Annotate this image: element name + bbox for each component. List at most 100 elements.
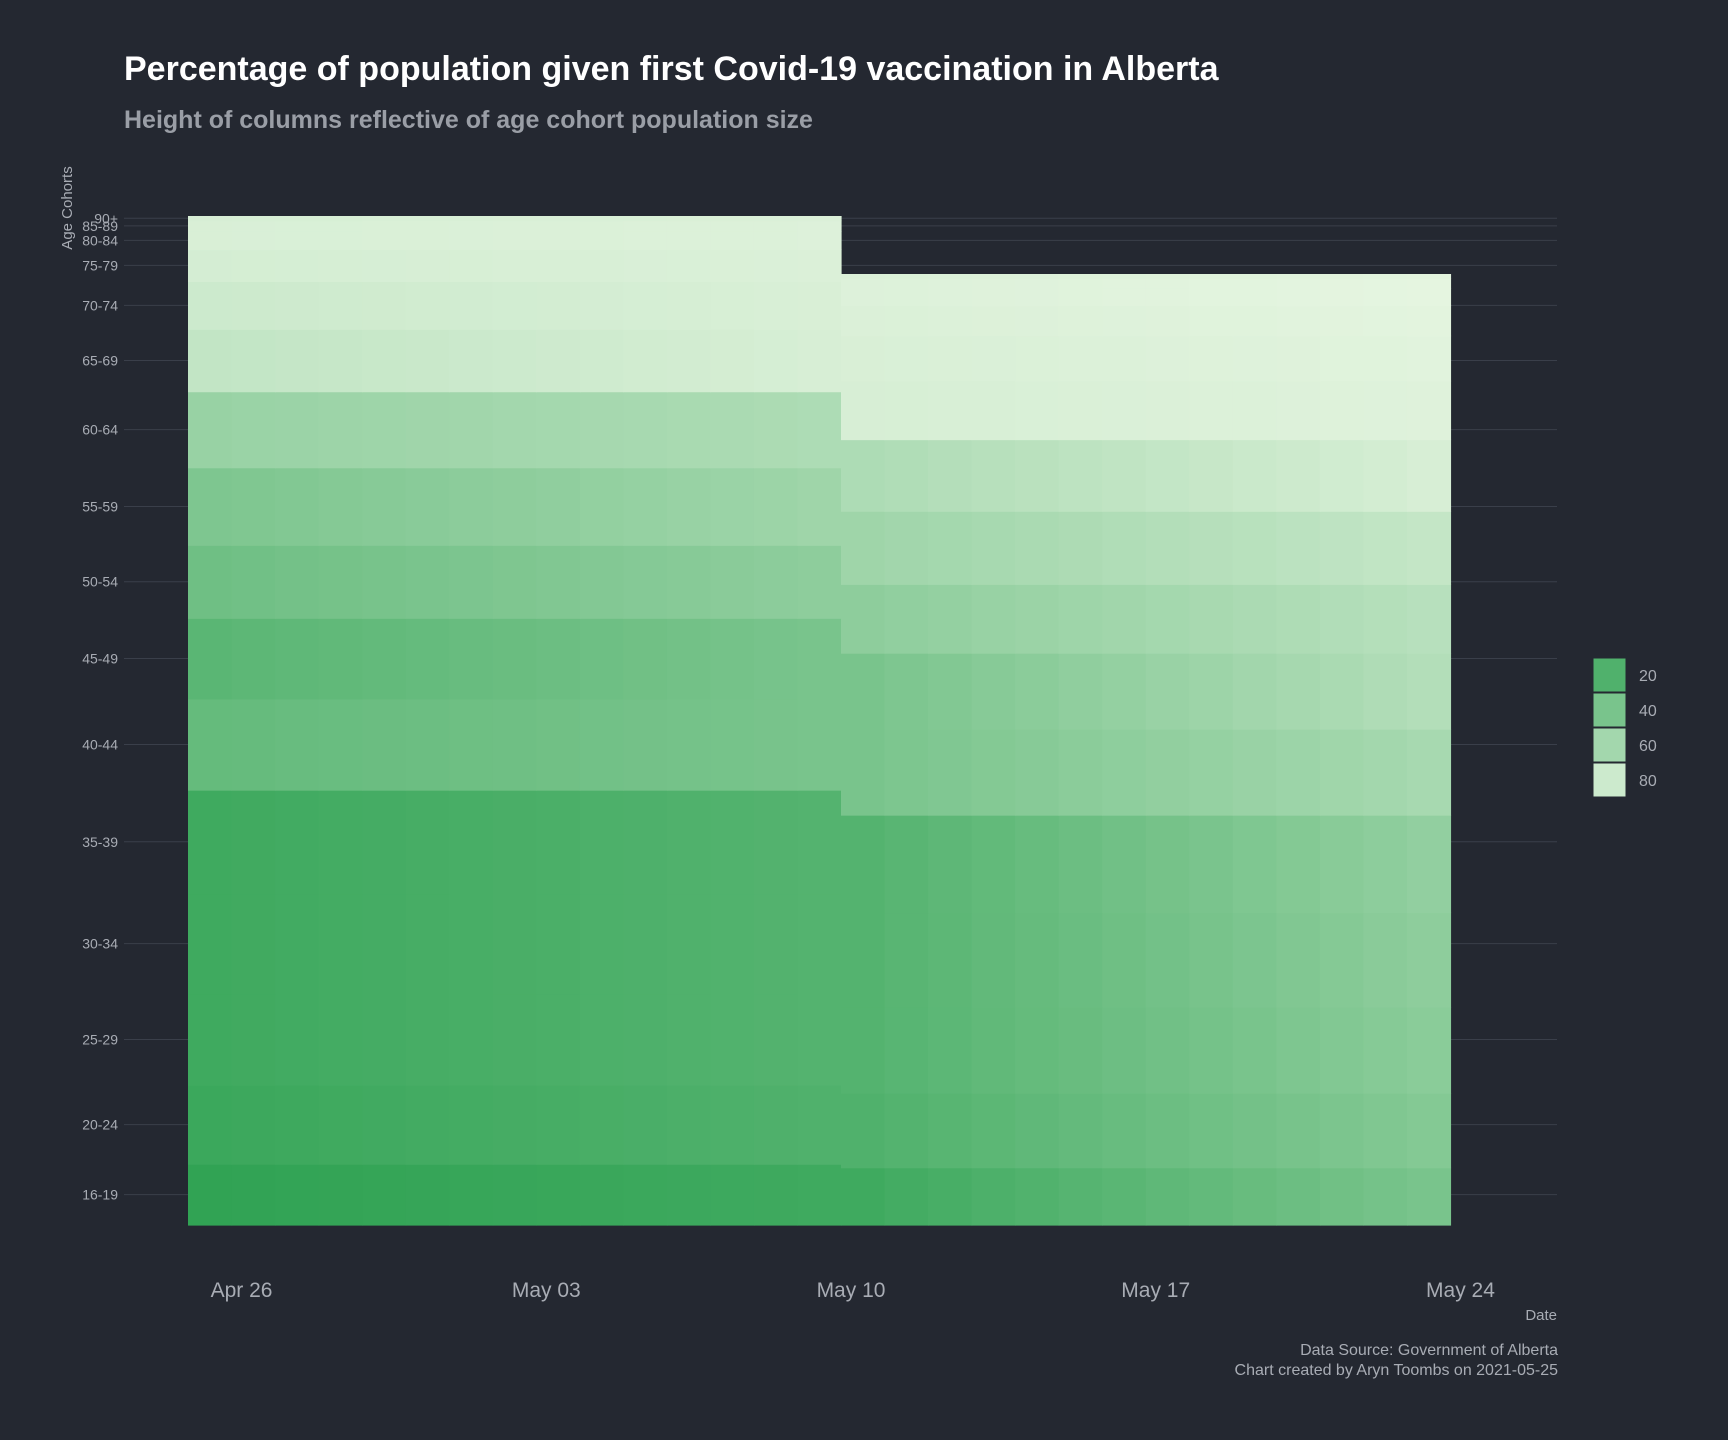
cell-30-34-seg0-d3: [318, 893, 363, 995]
cell-70-74-seg0-d4: [362, 281, 407, 330]
cell-90+-seg1-d10: [1276, 274, 1321, 279]
cell-70-74-seg1-d5: [1058, 335, 1103, 382]
y-tick-label: 35-39: [82, 834, 118, 850]
cell-16-19-seg0-d9: [579, 1164, 624, 1226]
cell-25-29-seg0-d2: [275, 993, 320, 1086]
cell-65-69-seg0-d9: [579, 329, 624, 393]
cell-75-79-seg1-d8: [1189, 305, 1234, 337]
cell-65-69-seg1-d4: [1015, 380, 1060, 441]
cell-60-64-seg1-d9: [1232, 439, 1277, 512]
cell-50-54-seg1-d6: [1102, 584, 1147, 654]
cell-70-74-seg1-d2: [928, 335, 973, 382]
cell-85-89-seg0-d9: [579, 220, 624, 232]
cell-90+-seg0-d14: [797, 216, 842, 222]
cell-90+-seg0-d12: [710, 216, 755, 222]
cell-80-84-seg1-d7: [1145, 288, 1190, 307]
cell-75-79-seg1-d12: [1363, 305, 1408, 337]
cell-16-19-seg1-d9: [1232, 1167, 1277, 1226]
cell-90+-seg1-d1: [884, 274, 929, 279]
cell-50-54-seg0-d10: [623, 545, 668, 619]
cell-25-29-seg0-d14: [797, 993, 842, 1086]
cell-55-59-seg0-d13: [753, 467, 799, 546]
y-tick-label: 20-24: [82, 1117, 118, 1133]
cell-20-24-seg1-d1: [884, 1093, 929, 1169]
cell-40-44-seg0-d12: [710, 698, 755, 791]
cell-85-89-seg0-d14: [797, 220, 842, 232]
legend-label: 40: [1639, 703, 1657, 720]
cell-80-84-seg1-d8: [1189, 288, 1234, 307]
cell-40-44-seg0-d6: [449, 698, 494, 791]
cell-40-44-seg1-d6: [1102, 729, 1147, 816]
cell-45-49-seg1-d1: [884, 653, 929, 730]
cell-80-84-seg1-d13: [1406, 288, 1452, 307]
cell-65-69-seg0-d4: [362, 329, 407, 393]
cell-75-79-seg0-d12: [710, 249, 755, 282]
cell-75-79-seg1-d11: [1319, 305, 1364, 337]
cell-55-59-seg0-d0: [188, 467, 233, 546]
cell-50-54-seg1-d13: [1406, 584, 1452, 654]
cell-25-29-seg1-d6: [1102, 1007, 1147, 1094]
cell-60-64-seg1-d8: [1189, 439, 1234, 512]
cell-65-69-seg0-d14: [797, 329, 842, 393]
cell-90+-seg0-d11: [666, 216, 711, 222]
cell-45-49-seg0-d12: [710, 618, 755, 700]
cell-80-84-seg0-d9: [579, 231, 624, 251]
cell-55-59-seg0-d14: [797, 467, 842, 546]
cell-50-54-seg0-d2: [275, 545, 320, 619]
cell-60-64-seg0-d7: [492, 391, 537, 469]
cell-45-49-seg0-d1: [231, 618, 276, 700]
y-tick-label: 55-59: [82, 498, 118, 514]
cell-70-74-seg1-d8: [1189, 335, 1234, 382]
cell-30-34-seg0-d4: [362, 893, 407, 995]
cell-85-89-seg1-d4: [1015, 278, 1060, 289]
cell-20-24-seg0-d11: [666, 1085, 711, 1165]
cell-45-49-seg1-d7: [1145, 653, 1190, 730]
credit-text: Chart created by Aryn Toombs on 2021-05-…: [1234, 1362, 1558, 1379]
cell-45-49-seg0-d13: [753, 618, 799, 700]
cell-35-39-seg0-d7: [492, 790, 537, 895]
cell-20-24-seg1-d2: [928, 1093, 973, 1169]
legend-label: 60: [1639, 738, 1657, 755]
cell-90+-seg1-d8: [1189, 274, 1234, 279]
cell-40-44-seg0-d0: [188, 698, 233, 791]
cell-60-64-seg1-d10: [1276, 439, 1321, 512]
cell-30-34-seg0-d8: [536, 893, 581, 995]
cell-80-84-seg1-d6: [1102, 288, 1147, 307]
cell-35-39-seg1-d3: [971, 815, 1016, 914]
cell-16-19-seg1-d10: [1276, 1167, 1321, 1226]
cell-55-59-seg1-d4: [1015, 511, 1060, 585]
cell-30-34-seg1-d9: [1232, 912, 1277, 1008]
cell-75-79-seg0-d9: [579, 249, 624, 282]
cell-25-29-seg0-d10: [623, 993, 668, 1086]
y-axis-title: Age Cohorts: [59, 166, 76, 249]
cell-65-69-seg1-d13: [1406, 380, 1452, 441]
cell-16-19-seg1-d0: [841, 1167, 886, 1226]
cell-50-54-seg0-d13: [753, 545, 799, 619]
cell-35-39-seg0-d1: [231, 790, 276, 895]
cell-30-34-seg1-d12: [1363, 912, 1408, 1008]
cell-75-79-seg1-d13: [1406, 305, 1452, 337]
cell-40-44-seg0-d10: [623, 698, 668, 791]
cell-20-24-seg1-d3: [971, 1093, 1016, 1169]
cell-65-69-seg0-d6: [449, 329, 494, 393]
cell-20-24-seg1-d0: [841, 1093, 886, 1169]
legend-label: 20: [1639, 668, 1657, 685]
cell-40-44-seg1-d10: [1276, 729, 1321, 816]
cell-70-74-seg1-d9: [1232, 335, 1277, 382]
cell-30-34-seg0-d14: [797, 893, 842, 995]
cell-45-49-seg0-d3: [318, 618, 363, 700]
cell-35-39-seg1-d6: [1102, 815, 1147, 914]
cell-16-19-seg1-d5: [1058, 1167, 1103, 1226]
cell-75-79-seg0-d7: [492, 249, 537, 282]
cell-50-54-seg1-d4: [1015, 584, 1060, 654]
y-tick-label: 70-74: [82, 297, 118, 313]
y-tick-label: 80-84: [82, 232, 118, 248]
cell-75-79-seg0-d0: [188, 249, 233, 282]
cell-20-24-seg0-d13: [753, 1085, 799, 1165]
cell-50-54-seg1-d11: [1319, 584, 1364, 654]
cell-50-54-seg0-d3: [318, 545, 363, 619]
cell-55-59-seg0-d9: [579, 467, 624, 546]
cell-45-49-seg0-d5: [405, 618, 450, 700]
cell-85-89-seg1-d2: [928, 278, 973, 289]
